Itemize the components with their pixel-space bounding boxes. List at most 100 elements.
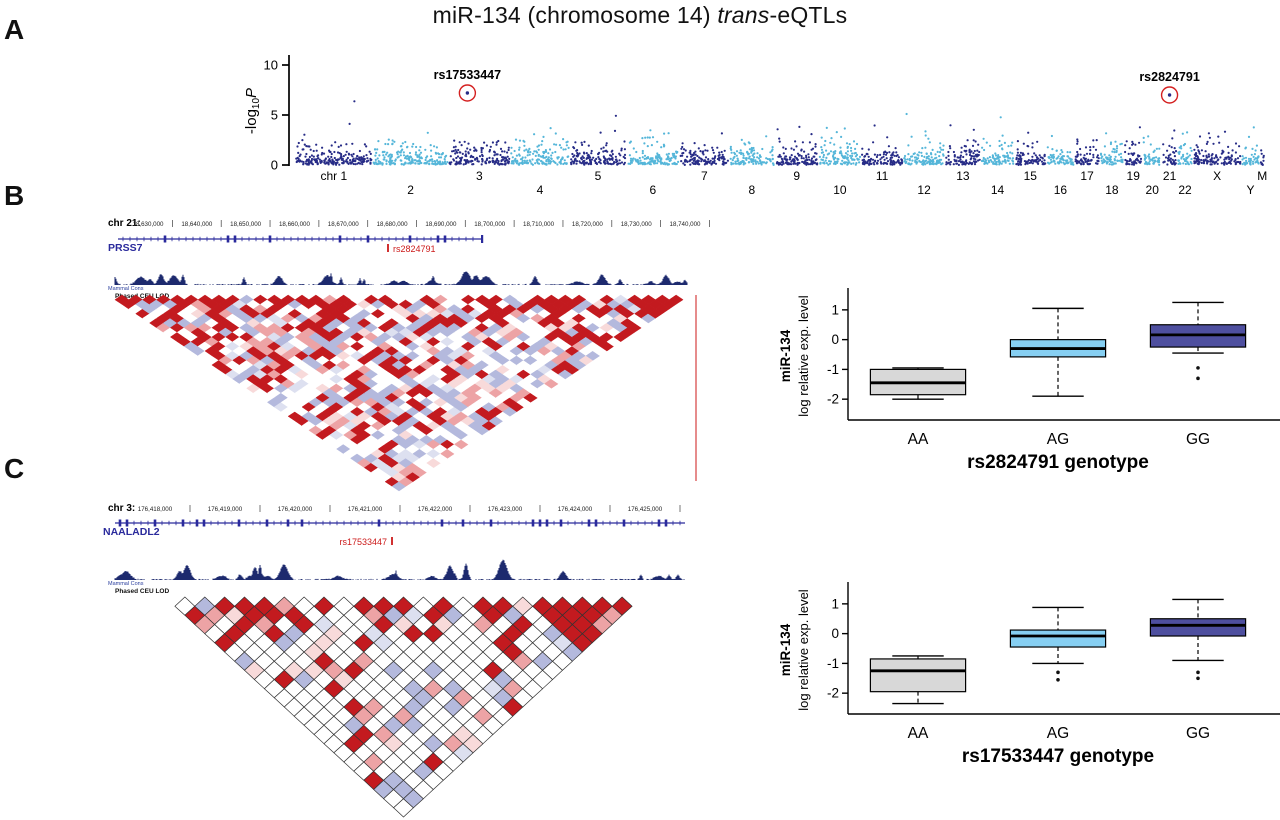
browser-content: chr 21:18,630,000 18,640,000 18,650,000 18,…: [108, 218, 710, 300]
outlier-point: [1056, 677, 1060, 682]
chromosome-axis-label: X: [1213, 169, 1221, 183]
genotype-category-label: AA: [908, 431, 929, 448]
coordinate-tick-label: 18,670,000: [328, 221, 360, 228]
genotype-category-label: AG: [1047, 725, 1069, 742]
chromosome-axis-label: 6: [650, 183, 657, 197]
figure-title: miR-134 (chromosome 14) trans-eQTLs: [0, 2, 1280, 29]
genotype-category-label: AG: [1047, 431, 1069, 448]
panel-label-c: C: [4, 453, 25, 484]
panel-label-a: A: [4, 14, 25, 45]
boxplot-ytick-label: 0: [831, 332, 839, 347]
chromosome-axis-label: 11: [876, 169, 889, 183]
coordinate-tick-label: 18,740,000: [670, 221, 702, 228]
cons-track-label: Mammal Cons: [108, 286, 144, 292]
boxplot-ytick-label: -1: [827, 362, 839, 377]
chromosome-axis-label: 7: [701, 169, 708, 183]
coordinate-tick-label: 176,418,000: [138, 506, 173, 513]
chromosome-axis-label: 10: [833, 183, 847, 197]
ld-heatmap-cells: [114, 294, 684, 492]
manhattan-y-axis-title: -log10P: [243, 88, 262, 134]
boxplot-content: 1 0 -1 -2 miR-134 log relative exp. level AA AG…: [778, 582, 1280, 767]
chromosome-axis-label: 4: [537, 183, 544, 197]
chromosome-axis-label: 13: [956, 169, 970, 183]
genome-browser-chr3: chr 3: 176,418,000 176,419,000 176,420,000 1…: [103, 503, 685, 595]
coordinate-tick-label: 18,690,000: [425, 221, 457, 228]
coordinate-tick-label: 18,630,000: [133, 221, 165, 228]
chromosome-axis-label: 15: [1024, 169, 1038, 183]
panel-label-b: B: [4, 180, 25, 211]
figure-title-pre: miR-134 (chromosome 14): [432, 2, 718, 28]
boxplot-ytick-label: -2: [827, 686, 839, 701]
coordinate-tick-label: 176,425,000: [628, 506, 663, 513]
genotype-category-label: AA: [908, 725, 929, 742]
figure-title-italic: trans: [717, 2, 770, 28]
outlier-point: [1196, 676, 1200, 681]
chromosome-axis-label: 12: [917, 183, 931, 197]
coordinate-tick-label: 18,710,000: [523, 221, 555, 228]
boxplot-title: rs17533447 genotype: [962, 746, 1154, 767]
snp-annotation-label: rs17533447: [434, 68, 501, 82]
ld-heatmap-chr3: [174, 596, 633, 818]
chromosome-axis-label: 22: [1178, 183, 1192, 197]
boxplot-ytick-label: -1: [827, 656, 839, 671]
snp-highlight-circle: [458, 84, 477, 102]
outlier-point: [1196, 670, 1200, 675]
coordinate-tick-label: 18,700,000: [474, 221, 506, 228]
outlier-point: [1196, 376, 1200, 381]
boxplot-ytick-label: 1: [831, 596, 839, 611]
box-GG: [1149, 618, 1247, 637]
snp-annotation-label: rs2824791: [1139, 70, 1200, 84]
coordinate-tick-label: 176,422,000: [418, 506, 453, 513]
manhattan-ytick-label: 5: [271, 108, 278, 123]
boxplot-y-axis-title-bold: miR-134: [778, 329, 793, 382]
manhattan-ytick-label: 0: [271, 158, 278, 173]
figure-title-post: -eQTLs: [769, 2, 848, 28]
coordinate-tick-label: 176,423,000: [488, 506, 523, 513]
chromosome-axis-label: 18: [1105, 183, 1119, 197]
box-AA: [869, 658, 967, 693]
chromosome-axis-label: 8: [749, 183, 756, 197]
chromosome-axis-label: M: [1257, 169, 1267, 183]
genotype-category-label: GG: [1186, 725, 1210, 742]
coordinate-tick-label: 18,640,000: [181, 221, 213, 228]
outlier-point: [1056, 670, 1060, 675]
boxplot-rs17533447: 1 0 -1 -2 miR-134 log relative exp. level AA AG…: [778, 582, 1280, 767]
boxplot-ytick-label: -2: [827, 392, 839, 407]
chromosome-axis-label: 19: [1127, 169, 1141, 183]
chromosome-axis-label: 17: [1080, 169, 1094, 183]
boxplot-content: 1 0 -1 -2 miR-134 log relative exp. level AA AG…: [778, 288, 1280, 473]
coordinate-tick-label: 18,650,000: [230, 221, 262, 228]
conservation-track: [114, 559, 685, 580]
ld-heatmap-chr21: [114, 294, 697, 492]
coordinate-tick-label: 18,660,000: [279, 221, 311, 228]
coordinate-tick-label: 176,419,000: [208, 506, 243, 513]
boxplot-ytick-label: 1: [831, 302, 839, 317]
chromosome-axis-label: Y: [1246, 183, 1254, 197]
boxplot-rs2824791: 1 0 -1 -2 miR-134 log relative exp. level AA AG…: [778, 288, 1280, 473]
ld-track-label: Phased CEU LOD: [115, 293, 169, 300]
boxplot-y-axis-title: log relative exp. level: [796, 589, 811, 711]
boxplot-ytick-label: 0: [831, 626, 839, 641]
chromosome-axis-label: 20: [1146, 183, 1160, 197]
manhattan-points-layer: [295, 100, 1265, 166]
chromosome-axis-label: 9: [793, 169, 800, 183]
coordinate-tick-label: 176,421,000: [348, 506, 383, 513]
coordinate-tick-label: 176,420,000: [278, 506, 313, 513]
genotype-category-label: GG: [1186, 431, 1210, 448]
gene-label: NAALADL2: [103, 526, 160, 538]
chromosome-axis-label: 16: [1054, 183, 1068, 197]
manhattan-ytick-label: 10: [264, 58, 278, 73]
snp-label: rs17533447: [339, 537, 387, 547]
box-AG: [1009, 629, 1107, 648]
conservation-track: [114, 271, 688, 285]
chromosome-axis-label: chr 1: [320, 169, 347, 183]
chromosome-axis-label: 21: [1163, 169, 1177, 183]
coordinate-tick-label: 18,720,000: [572, 221, 604, 228]
ld-heatmap-cells: [174, 596, 633, 818]
outlier-point: [1196, 366, 1200, 370]
boxplot-y-axis-title-bold: miR-134: [778, 623, 793, 676]
chromosome-axis-label: 2: [407, 183, 414, 197]
coordinate-tick-label: 18,680,000: [377, 221, 409, 228]
chromosome-position-label: chr 3:: [108, 503, 135, 514]
